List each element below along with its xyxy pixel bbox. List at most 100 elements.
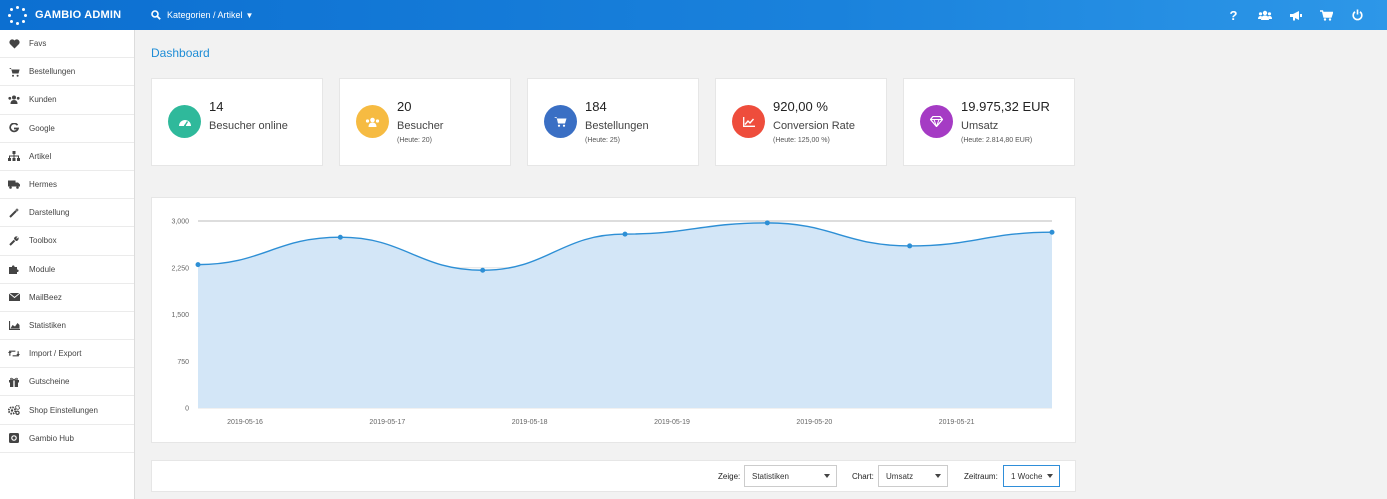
data-point[interactable] bbox=[1049, 229, 1055, 235]
stat-label: Bestellungen bbox=[585, 120, 649, 132]
sidebar-item-label: Shop Einstellungen bbox=[29, 405, 98, 415]
data-point[interactable] bbox=[764, 220, 770, 226]
help-glyph: ? bbox=[1229, 7, 1238, 23]
stat-value: 14 bbox=[209, 99, 224, 114]
period-label: Zeitraum: bbox=[964, 472, 998, 481]
x-tick-label: 2019-05-18 bbox=[512, 419, 548, 426]
stat-subtext: (Heute: 20) bbox=[397, 137, 433, 144]
sidebar-item-label: Gambio Hub bbox=[29, 433, 74, 443]
diamond-icon bbox=[920, 105, 953, 138]
y-tick-label: 750 bbox=[177, 359, 189, 366]
stat-label: Conversion Rate bbox=[773, 120, 855, 132]
x-tick-label: 2019-05-16 bbox=[227, 419, 263, 426]
sidebar-item-favs[interactable]: Favs bbox=[0, 30, 134, 59]
sidebar-item-shop-einstellungen[interactable]: Shop Einstellungen bbox=[0, 396, 134, 425]
show-select-value: Statistiken bbox=[752, 471, 789, 481]
cart-icon[interactable] bbox=[1311, 0, 1342, 30]
sidebar-item-gambio-hub[interactable]: Gambio Hub bbox=[0, 425, 134, 453]
sidebar-item-gutscheine[interactable]: Gutscheine bbox=[0, 368, 134, 397]
sidebar-item-label: Gutscheine bbox=[29, 377, 70, 387]
page-title: Dashboard bbox=[151, 46, 210, 60]
heart-icon bbox=[8, 38, 20, 49]
app-title: GAMBIO ADMIN bbox=[35, 9, 122, 21]
search-icon bbox=[151, 10, 161, 20]
sidebar-item-label: Statistiken bbox=[29, 320, 66, 330]
data-point[interactable] bbox=[195, 262, 201, 268]
cogs-icon bbox=[8, 405, 20, 416]
sidebar-item-label: Toolbox bbox=[29, 236, 57, 246]
puzzle-icon bbox=[8, 264, 20, 275]
sidebar-item-import-export[interactable]: Import / Export bbox=[0, 340, 134, 369]
sidebar-item-darstellung[interactable]: Darstellung bbox=[0, 199, 134, 228]
top-bar: GAMBIO ADMIN Kategorien / Artikel ▼ ? bbox=[0, 0, 1387, 30]
chart-type-label: Chart: bbox=[852, 472, 874, 481]
stat-label: Umsatz bbox=[961, 120, 999, 132]
stat-card-orders: 184 Bestellungen (Heute: 25) bbox=[527, 78, 699, 166]
period-select[interactable]: 1 Woche bbox=[1003, 465, 1060, 487]
sidebar-item-module[interactable]: Module bbox=[0, 256, 134, 284]
sidebar-item-kunden[interactable]: Kunden bbox=[0, 86, 134, 115]
y-tick-label: 1,500 bbox=[171, 312, 189, 319]
customers-icon[interactable] bbox=[1249, 0, 1280, 30]
brand[interactable]: GAMBIO ADMIN bbox=[0, 0, 134, 30]
y-tick-label: 0 bbox=[185, 406, 189, 413]
line-chart-icon bbox=[732, 105, 765, 138]
hub-icon bbox=[8, 433, 20, 444]
help-icon[interactable]: ? bbox=[1218, 0, 1249, 30]
sidebar-item-label: MailBeez bbox=[29, 292, 62, 302]
data-point[interactable] bbox=[622, 231, 628, 237]
stat-label: Besucher bbox=[397, 120, 444, 132]
sidebar-item-label: Import / Export bbox=[29, 349, 82, 359]
sidebar-item-mailbeez[interactable]: MailBeez bbox=[0, 284, 134, 312]
x-tick-label: 2019-05-20 bbox=[796, 419, 832, 426]
magic-icon bbox=[8, 207, 20, 218]
chart-icon bbox=[8, 320, 20, 330]
category-search[interactable]: Kategorien / Artikel ▼ bbox=[151, 0, 253, 30]
stat-subtext: (Heute: 25) bbox=[585, 137, 621, 144]
chart-controls: Zeige: Statistiken Chart: Umsatz Zeitrau… bbox=[151, 460, 1076, 492]
data-point[interactable] bbox=[337, 234, 343, 240]
x-tick-label: 2019-05-21 bbox=[939, 419, 975, 426]
chevron-down-icon bbox=[935, 474, 941, 478]
sidebar-item-hermes[interactable]: Hermes bbox=[0, 171, 134, 200]
stat-card-conversion-rate: 920,00 % Conversion Rate (Heute: 125,00 … bbox=[715, 78, 887, 166]
stat-card-visitors: 20 Besucher (Heute: 20) bbox=[339, 78, 511, 166]
chart-type-select[interactable]: Umsatz bbox=[878, 465, 948, 487]
chevron-down-icon bbox=[824, 474, 830, 478]
sidebar-item-bestellungen[interactable]: Bestellungen bbox=[0, 58, 134, 87]
search-scope-label: Kategorien / Artikel bbox=[167, 10, 243, 20]
show-label: Zeige: bbox=[718, 472, 741, 481]
data-point[interactable] bbox=[480, 267, 486, 273]
dashboard-icon bbox=[168, 105, 201, 138]
sidebar: Favs Bestellungen Kunden Google Artikel … bbox=[0, 30, 135, 499]
stat-card-revenue: 19.975,32 EUR Umsatz (Heute: 2.814,80 EU… bbox=[903, 78, 1075, 166]
stat-value: 184 bbox=[585, 99, 607, 114]
chart-type-select-value: Umsatz bbox=[886, 471, 914, 481]
gift-icon bbox=[8, 377, 20, 387]
power-icon[interactable] bbox=[1342, 0, 1373, 30]
sidebar-item-artikel[interactable]: Artikel bbox=[0, 143, 134, 171]
stat-value: 20 bbox=[397, 99, 412, 114]
y-tick-label: 3,000 bbox=[171, 219, 189, 226]
sidebar-item-toolbox[interactable]: Toolbox bbox=[0, 227, 134, 256]
gambio-logo-icon bbox=[8, 5, 27, 25]
sitemap-icon bbox=[8, 151, 20, 162]
x-tick-label: 2019-05-17 bbox=[369, 419, 405, 426]
stat-card-visitors-online: 14 Besucher online bbox=[151, 78, 323, 166]
sidebar-item-label: Darstellung bbox=[29, 208, 70, 218]
revenue-chart-card: 0 750 1,500 2,250 3,000 2019-05-16 2019-05-17 2… bbox=[151, 197, 1076, 443]
sidebar-item-statistiken[interactable]: Statistiken bbox=[0, 312, 134, 341]
google-icon bbox=[8, 123, 20, 133]
megaphone-icon[interactable] bbox=[1280, 0, 1311, 30]
sidebar-item-label: Kunden bbox=[29, 95, 57, 105]
wrench-icon bbox=[8, 236, 20, 246]
cart-icon bbox=[544, 105, 577, 138]
stat-subtext: (Heute: 2.814,80 EUR) bbox=[961, 137, 1033, 144]
revenue-chart: 0 750 1,500 2,250 3,000 2019-05-16 2019-05-17 2… bbox=[171, 219, 1055, 426]
data-point[interactable] bbox=[907, 243, 913, 249]
cart-icon bbox=[8, 67, 20, 77]
show-select[interactable]: Statistiken bbox=[744, 465, 837, 487]
area-fill bbox=[198, 222, 1052, 408]
y-tick-label: 2,250 bbox=[171, 265, 189, 272]
sidebar-item-google[interactable]: Google bbox=[0, 115, 134, 143]
